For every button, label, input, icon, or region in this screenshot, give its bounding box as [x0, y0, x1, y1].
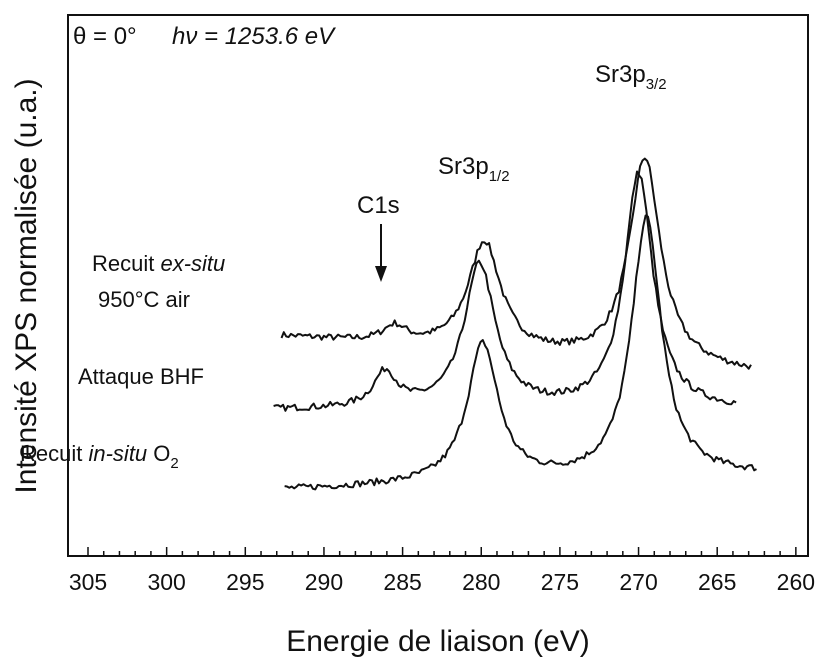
spectrum-line-2 — [284, 214, 757, 491]
peak-label-sr3p-three-half: Sr3p3/2 — [595, 61, 667, 93]
x-tick-label: 280 — [462, 569, 500, 595]
x-axis-ticks — [87, 547, 797, 556]
peak-label-c1s: C1s — [357, 192, 400, 219]
plot-frame — [67, 14, 809, 557]
series-label-insitu: Recuit in-situ O2 — [20, 441, 179, 472]
x-tick-label: 295 — [226, 569, 264, 595]
x-axis-tick-labels: 305 300 295 290 285 280 275 270 265 260 — [69, 569, 815, 595]
c1s-arrow — [375, 224, 387, 282]
x-tick-label: 290 — [305, 569, 343, 595]
series-label-bhf: Attaque BHF — [78, 364, 204, 389]
spectrum-line-0 — [280, 157, 752, 370]
x-tick-label: 265 — [698, 569, 736, 595]
x-tick-label: 270 — [619, 569, 657, 595]
x-tick-label: 305 — [69, 569, 107, 595]
photon-energy-annotation: hν = 1253.6 eV — [172, 23, 336, 50]
spectra — [273, 157, 757, 491]
x-tick-label: 260 — [777, 569, 815, 595]
x-tick-label: 285 — [383, 569, 421, 595]
x-axis-title: Energie de liaison (eV) — [286, 625, 590, 658]
x-tick-label: 275 — [541, 569, 579, 595]
spectrum-line-1 — [273, 170, 737, 412]
series-label-exsitu-line2: 950°C air — [98, 287, 190, 312]
theta-annotation: θ = 0° — [73, 23, 137, 50]
series-label-exsitu: Recuit ex-situ — [92, 251, 225, 276]
peak-label-sr3p-half: Sr3p1/2 — [438, 153, 510, 185]
y-axis-title: Intensité XPS normalisée (u.a.) — [10, 78, 43, 493]
x-tick-label: 300 — [147, 569, 185, 595]
